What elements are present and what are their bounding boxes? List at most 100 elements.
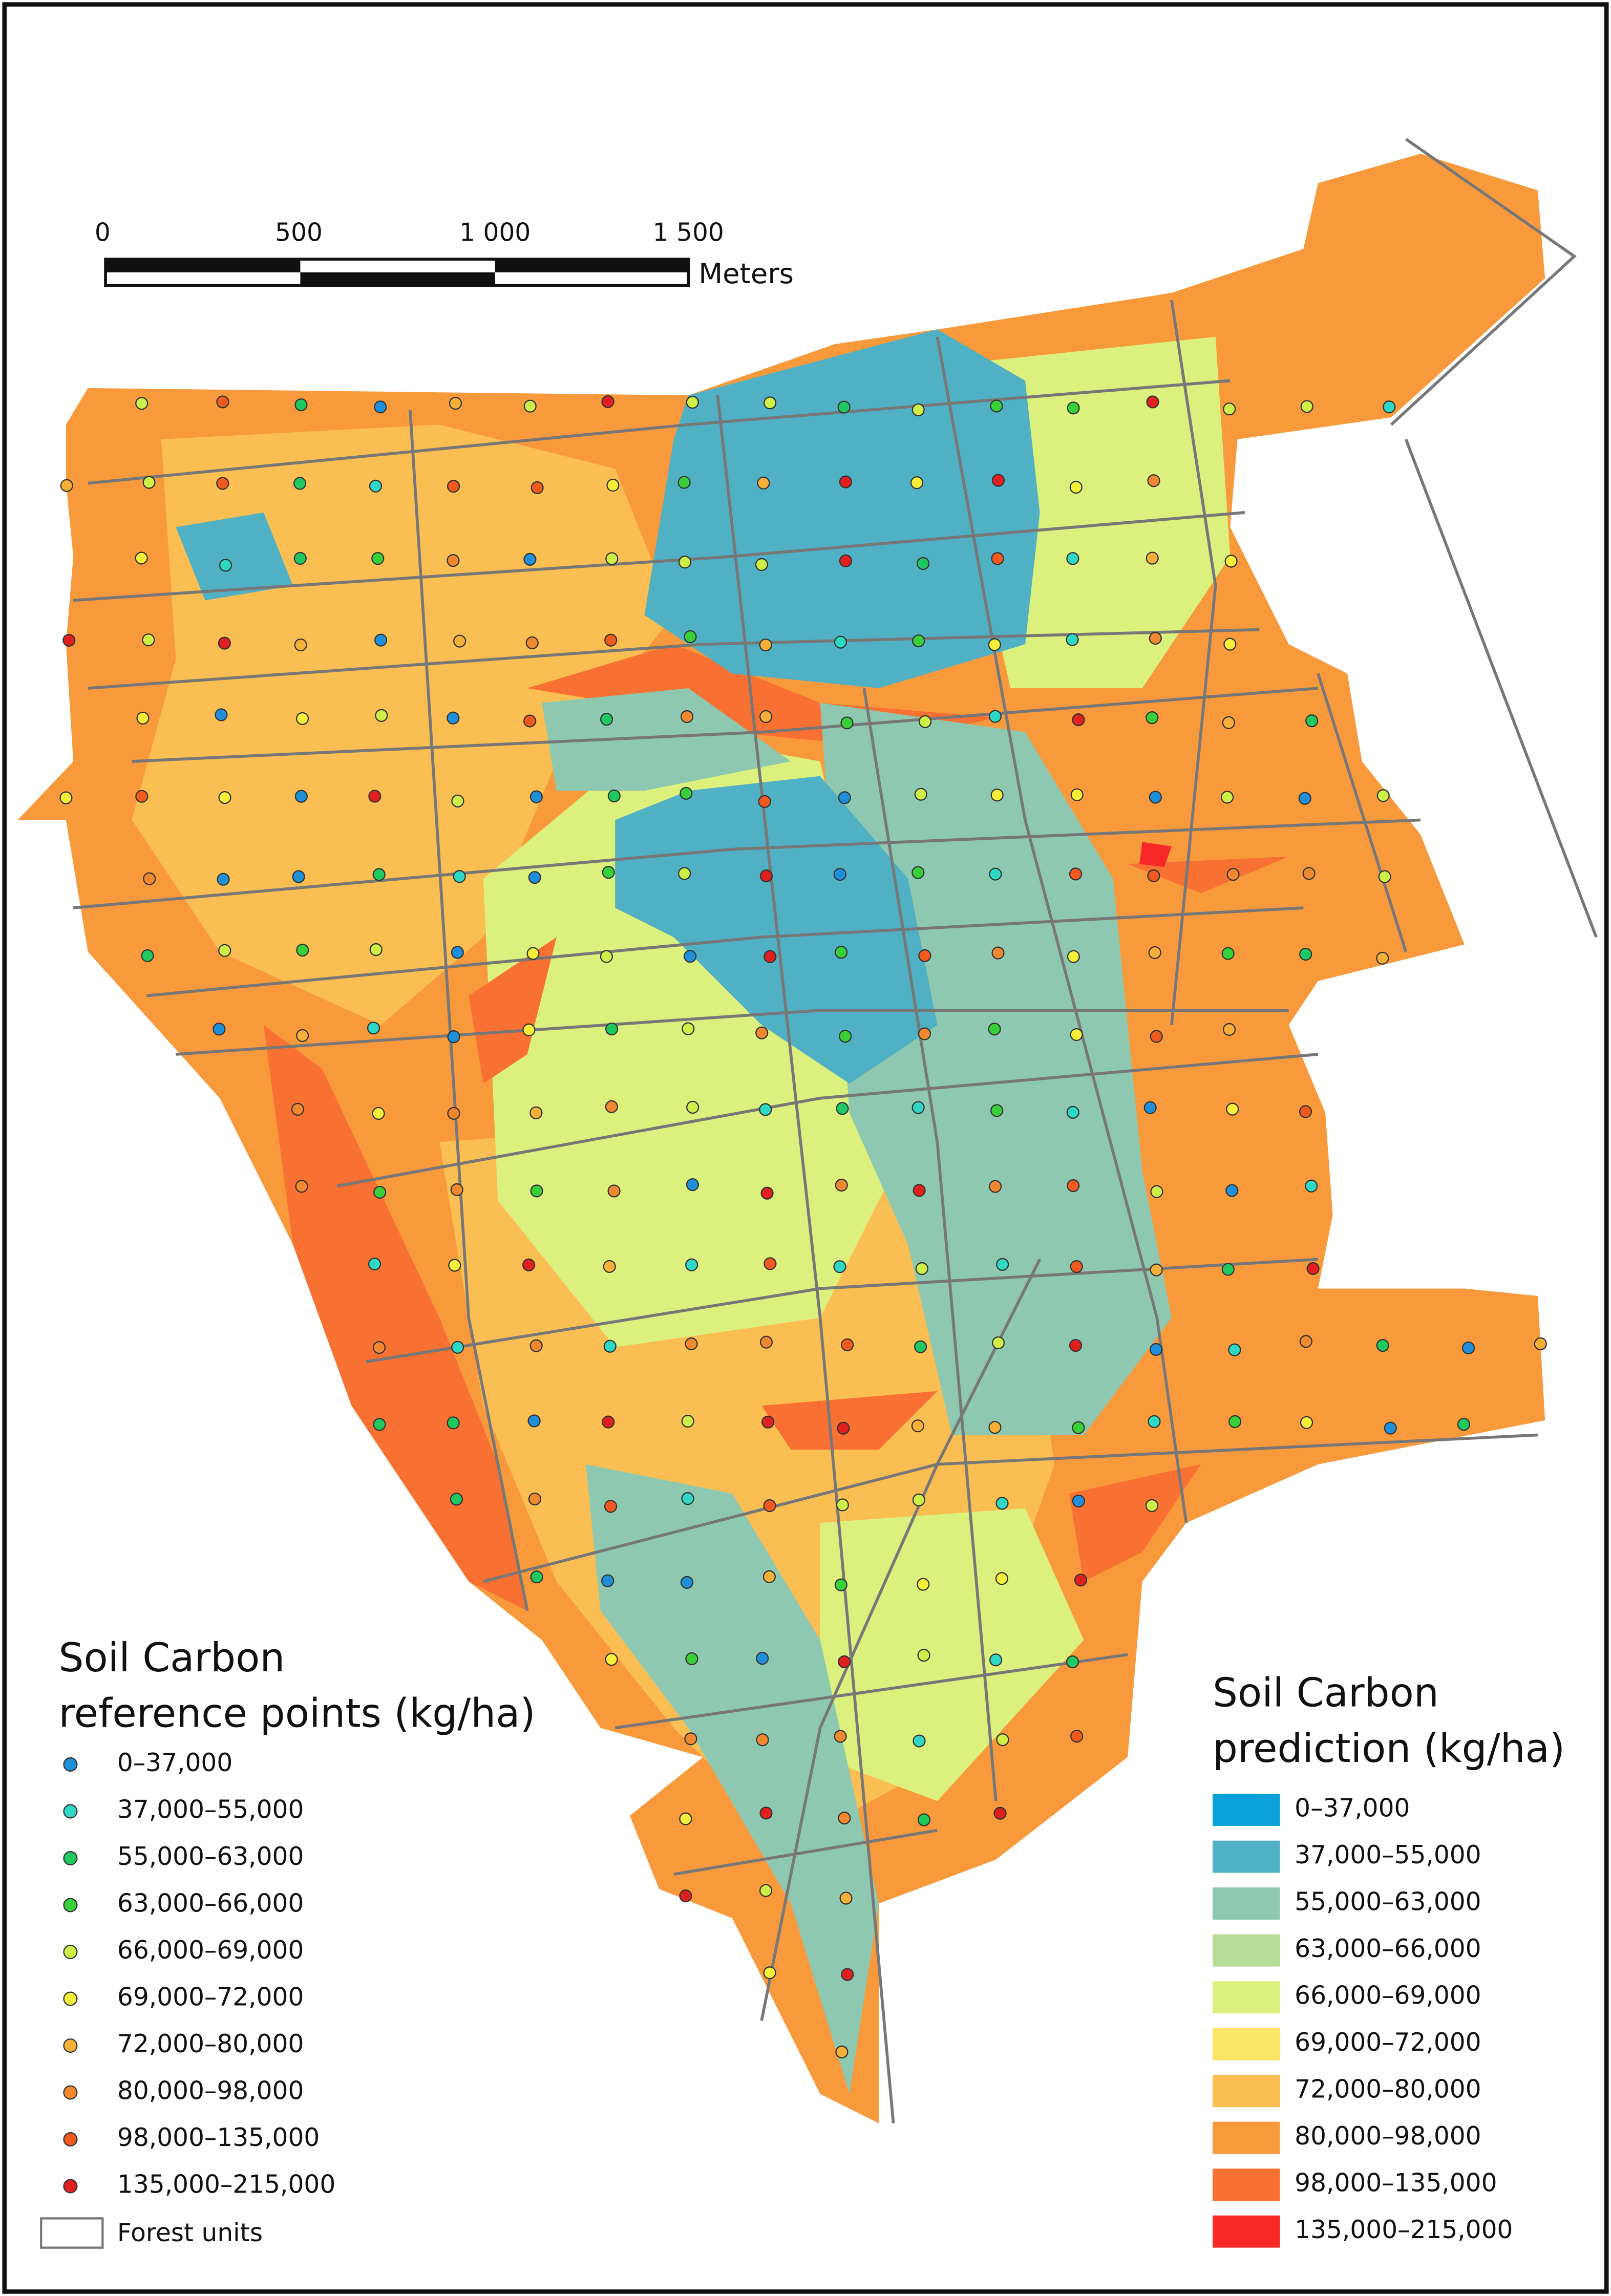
reference-point — [294, 638, 307, 652]
legend-swatch — [1212, 2075, 1280, 2108]
reference-point — [531, 481, 544, 495]
reference-point — [917, 1813, 931, 1826]
reference-point — [1070, 1260, 1083, 1273]
reference-point — [1534, 1337, 1547, 1351]
scale-segment — [495, 259, 689, 272]
reference-point — [372, 1341, 386, 1354]
reference-point — [993, 1806, 1007, 1820]
reference-point — [684, 630, 697, 644]
reference-point — [837, 400, 851, 414]
reference-point — [836, 1498, 849, 1512]
legend-dot — [63, 1944, 78, 1959]
reference-point — [682, 1022, 695, 1035]
reference-point — [141, 949, 154, 962]
reference-point — [218, 944, 231, 957]
reference-point — [529, 1339, 543, 1352]
reference-point — [918, 949, 931, 962]
reference-point — [1384, 1421, 1397, 1435]
reference-point — [681, 1492, 694, 1505]
reference-point — [755, 558, 768, 571]
reference-point — [1070, 1730, 1084, 1743]
reference-point — [1300, 1416, 1313, 1429]
reference-points — [59, 395, 1547, 2058]
reference-point — [447, 1030, 460, 1044]
legend-label: 63,000–66,000 — [117, 1889, 304, 1918]
legend-label: 0–37,000 — [117, 1749, 232, 1777]
reference-point — [1066, 552, 1079, 565]
reference-point — [372, 868, 386, 881]
reference-point — [293, 477, 307, 490]
reference-point — [216, 395, 229, 409]
legend-dot — [63, 1804, 78, 1819]
reference-point — [989, 867, 1002, 881]
reference-point — [372, 1107, 385, 1120]
reference-point — [368, 790, 381, 803]
scale-label: 1 000 — [459, 219, 531, 247]
reference-point — [525, 636, 539, 649]
reference-point — [990, 1104, 1004, 1117]
reference-point — [602, 1415, 615, 1429]
reference-point — [292, 870, 305, 883]
reference-point — [1376, 789, 1390, 802]
reference-point — [60, 479, 73, 492]
reference-point — [604, 633, 618, 647]
reference-point — [1150, 1263, 1163, 1277]
reference-point — [1066, 633, 1079, 646]
reference-point — [836, 1102, 849, 1115]
points-legend: Soil Carbon reference points (kg/ha) For… — [40, 1635, 536, 2249]
reference-point — [991, 552, 1004, 565]
reference-point — [217, 873, 230, 886]
unit-boundary — [409, 138, 1598, 2123]
reference-point — [914, 788, 927, 801]
reference-point — [603, 1260, 616, 1273]
reference-point — [1146, 711, 1159, 725]
reference-point — [991, 1336, 1005, 1350]
legend-swatch — [1212, 1794, 1280, 1826]
legend-swatch — [1212, 2121, 1280, 2154]
reference-point — [450, 1493, 463, 1506]
zone — [586, 1464, 879, 2094]
reference-point — [758, 795, 771, 808]
scale-unit: Meters — [698, 258, 794, 290]
reference-point — [213, 1023, 226, 1036]
reference-point — [988, 1421, 1002, 1434]
reference-point — [839, 554, 853, 567]
reference-point — [680, 710, 694, 724]
legend-label: 72,000–80,000 — [117, 2030, 304, 2058]
reference-point — [1069, 867, 1083, 881]
reference-point — [680, 1576, 694, 1589]
reference-point — [756, 1733, 769, 1747]
reference-point — [449, 397, 462, 410]
reference-point — [988, 710, 1002, 723]
legend-swatch — [1212, 2215, 1280, 2248]
reference-point — [835, 1178, 848, 1192]
reference-point — [605, 1022, 619, 1036]
reference-point — [293, 551, 307, 565]
legend-label: 37,000–55,000 — [117, 1795, 304, 1824]
reference-point — [374, 400, 387, 414]
legend-swatch — [1212, 1934, 1280, 1967]
reference-point — [679, 1889, 692, 1903]
legend-label: 37,000–55,000 — [1295, 1841, 1481, 1869]
reference-point — [523, 399, 537, 413]
reference-point — [1228, 1415, 1242, 1428]
legend-label: Forest units — [117, 2219, 263, 2247]
reference-point — [996, 1733, 1009, 1747]
reference-point — [1300, 400, 1313, 413]
reference-point — [918, 1027, 931, 1040]
reference-point — [835, 946, 848, 959]
reference-point — [678, 556, 692, 569]
legend-label: 98,000–135,000 — [1295, 2169, 1497, 2198]
legend-title: Soil Carbon — [1213, 1670, 1439, 1716]
reference-point — [1146, 551, 1159, 565]
scale-segment — [105, 259, 301, 272]
reference-point — [759, 869, 773, 883]
reference-point — [447, 1416, 460, 1430]
legend-label: 98,000–135,000 — [117, 2123, 320, 2152]
reference-point — [838, 791, 851, 804]
legend-label: 69,000–72,000 — [117, 1983, 304, 2011]
legend-dot — [63, 2132, 78, 2147]
reference-point — [453, 870, 466, 883]
reference-point — [1457, 1418, 1471, 1431]
reference-point — [839, 1030, 852, 1043]
